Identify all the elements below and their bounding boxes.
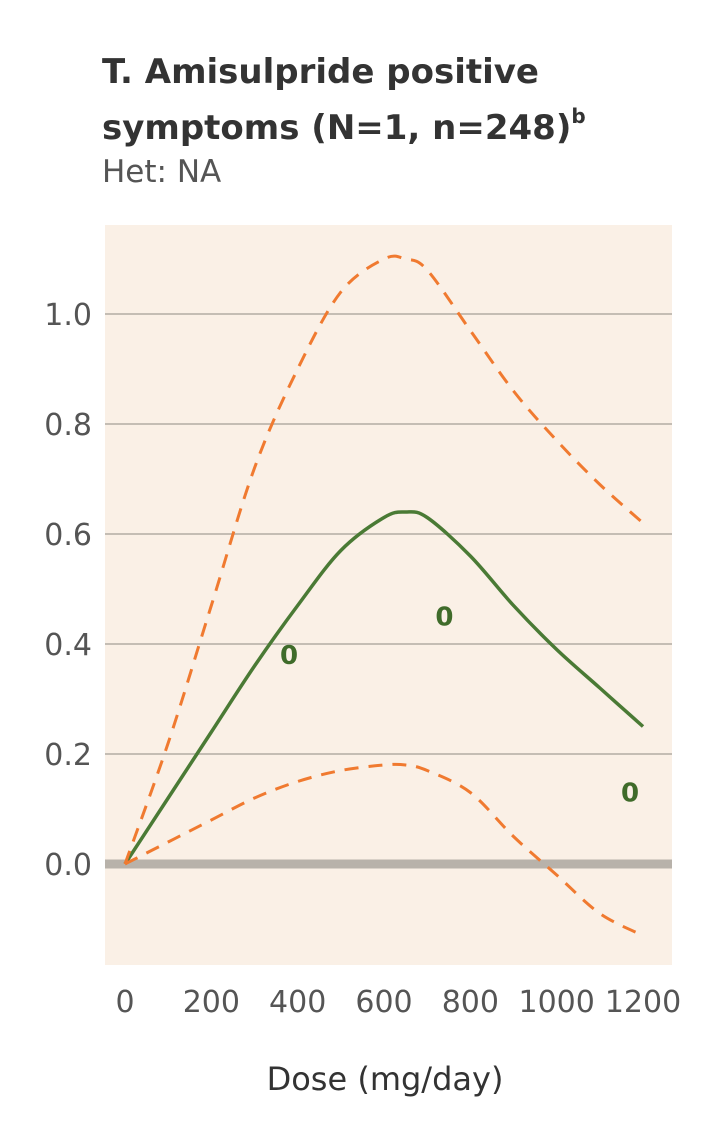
data-point-marker: 0 [621,779,639,809]
chart-title-line-1: T. Amisulpride positive [102,52,539,92]
x-tick-label: 800 [442,985,499,1020]
estimate-line [123,510,645,865]
chart-title-line-2: symptoms (N=1, n=248)b [102,104,586,148]
y-tick-label: 0.6 [44,518,92,553]
x-tick-label: 1200 [605,985,681,1020]
upper-ci-line [123,254,644,865]
title-superscript: b [571,104,586,128]
chart-subtitle: Het: NA [102,154,222,190]
x-tick-label: 1000 [518,985,594,1020]
y-tick-label: 1.0 [44,298,92,333]
data-point-marker: 0 [435,603,453,633]
y-tick-label: 0.0 [44,848,92,883]
series-lines [123,254,645,937]
x-tick-label: 600 [355,985,412,1020]
y-tick-labels: 1.0 0.8 0.6 0.4 0.2 0.0 [44,298,92,883]
x-tick-labels: 0 200 400 600 800 1000 1200 [115,985,681,1020]
y-tick-label: 0.8 [44,408,92,443]
x-tick-label: 200 [183,985,240,1020]
gridlines [105,313,672,869]
plot-background [105,225,672,965]
lower-ci-line [124,762,644,937]
y-tick-label: 0.2 [44,738,92,773]
y-tick-label: 0.4 [44,628,92,663]
data-point-marker: 0 [280,641,298,671]
data-points: 0 0 0 [280,603,639,809]
x-axis-label: Dose (mg/day) [267,1060,504,1098]
chart-title-block: T. Amisulpride positive symptoms (N=1, n… [102,50,586,192]
x-tick-label: 400 [269,985,326,1020]
x-tick-label: 0 [115,985,134,1020]
